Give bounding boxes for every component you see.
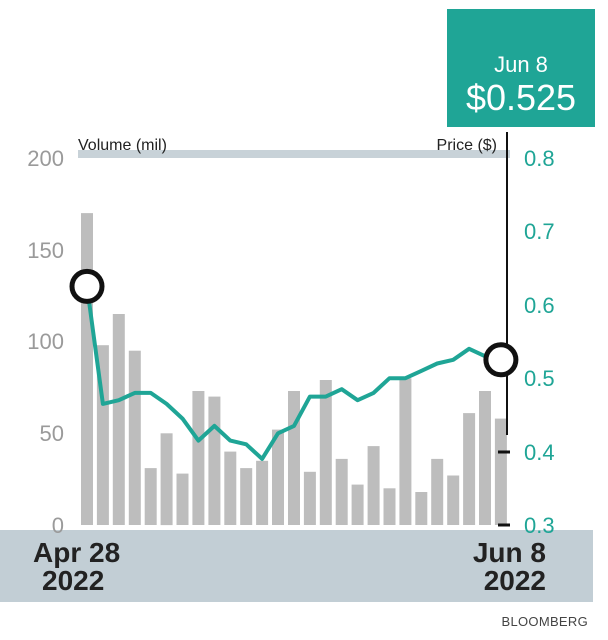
volume-bar xyxy=(303,471,316,525)
volume-bar xyxy=(288,391,300,525)
callout-background xyxy=(447,9,595,127)
right-tick-label: 0.8 xyxy=(524,146,555,171)
source-label: BLOOMBERG xyxy=(502,614,589,629)
volume-bar xyxy=(128,350,141,525)
right-axis-title: Price ($) xyxy=(437,137,497,154)
volume-bars xyxy=(81,213,507,526)
volume-bar xyxy=(399,378,412,525)
volume-bar xyxy=(463,413,476,525)
start-date-month: Apr 28 xyxy=(33,537,120,568)
left-tick-label: 100 xyxy=(27,329,64,354)
right-tick-label: 0.6 xyxy=(524,293,555,318)
price-callout: Jun 8 $0.525 xyxy=(447,9,595,127)
left-tick-label: 150 xyxy=(27,238,64,263)
right-tick-label: 0.3 xyxy=(524,513,555,538)
callout-date: Jun 8 xyxy=(494,52,548,77)
right-tick-label: 0.5 xyxy=(524,366,555,391)
callout-price: $0.525 xyxy=(466,77,576,118)
volume-bar xyxy=(431,458,444,525)
left-tick-label: 200 xyxy=(27,146,64,171)
start-date-year: 2022 xyxy=(42,565,104,596)
volume-bar xyxy=(224,451,237,525)
volume-bar xyxy=(256,460,269,525)
right-axis: 0.3 0.4 0.5 0.6 0.7 0.8 xyxy=(524,146,555,538)
volume-bar xyxy=(479,391,491,525)
volume-bar xyxy=(367,446,380,525)
volume-bar xyxy=(272,429,284,525)
volume-bar xyxy=(112,314,125,525)
end-price-marker xyxy=(483,342,519,378)
end-date-month: Jun 8 xyxy=(473,537,546,568)
volume-bar xyxy=(160,433,173,526)
volume-bar xyxy=(192,391,205,525)
start-price-marker xyxy=(69,268,105,304)
left-axis-title: Volume (mil) xyxy=(78,137,167,154)
axis-title-band xyxy=(78,150,510,158)
left-tick-label: 50 xyxy=(40,421,64,446)
volume-bar xyxy=(208,396,221,525)
volume-bar xyxy=(81,213,93,525)
volume-bar xyxy=(383,488,396,525)
right-tick-label: 0.7 xyxy=(524,219,555,244)
volume-bar xyxy=(494,418,507,525)
right-tick-label: 0.4 xyxy=(524,440,555,465)
volume-bar xyxy=(176,473,189,525)
volume-bar xyxy=(447,475,460,525)
left-tick-label: 0 xyxy=(52,513,64,538)
left-axis: 0 50 100 150 200 xyxy=(27,146,64,538)
end-date-year: 2022 xyxy=(484,565,546,596)
price-line xyxy=(85,284,503,461)
volume-bar xyxy=(415,492,428,525)
volume-bar xyxy=(319,380,332,525)
volume-bar xyxy=(240,468,253,525)
volume-bar xyxy=(144,468,157,525)
volume-bar xyxy=(335,458,348,525)
date-band xyxy=(0,530,593,602)
volume-bar xyxy=(351,484,364,525)
